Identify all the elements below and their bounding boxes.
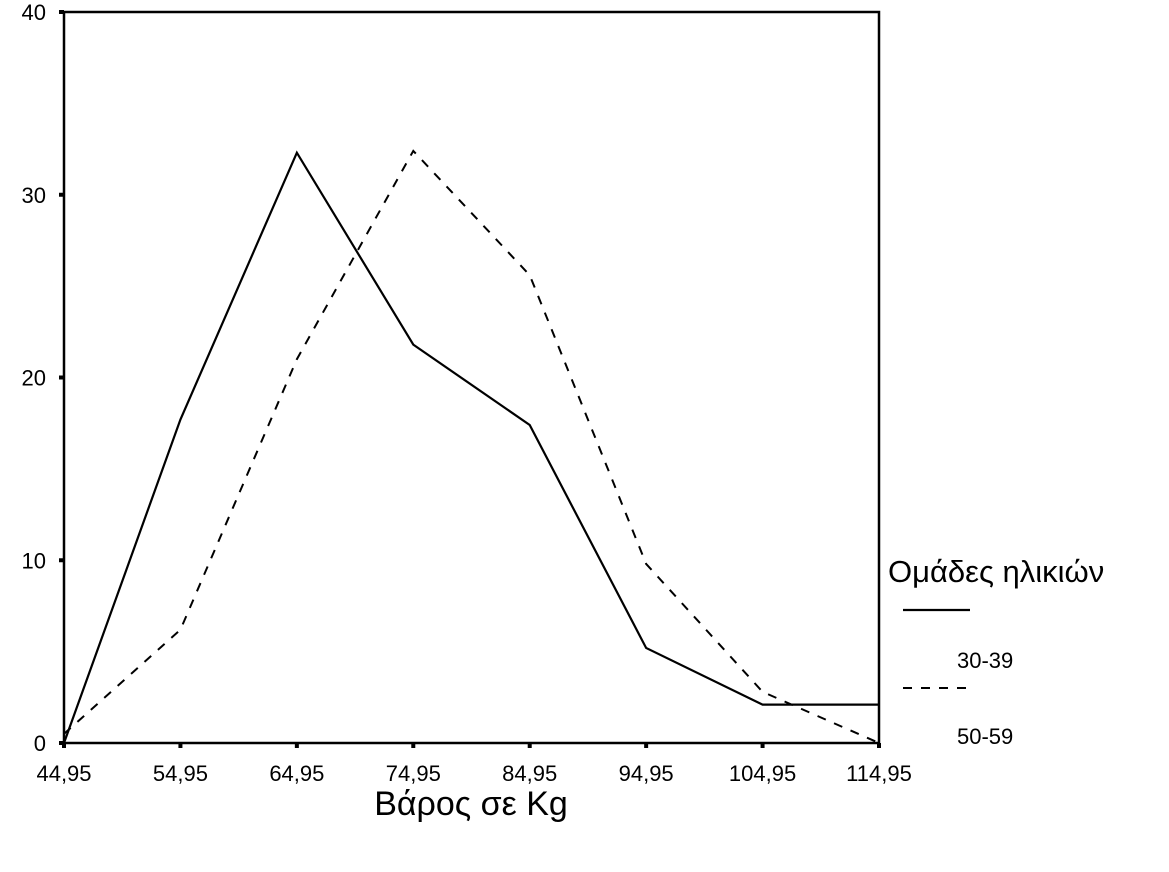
series-line-50-59: [63, 149, 880, 744]
y-tick-10: [59, 558, 64, 563]
x-tick-5: [644, 743, 649, 748]
x-axis-ticks: 44,95 54,95 64,95 74,95 84,95 94,95 104,95 114,…: [36, 743, 912, 786]
x-tick-label-3: 74,95: [386, 761, 441, 786]
x-tick-7: [877, 743, 881, 748]
x-tick-3: [411, 743, 416, 748]
legend-label-50-59: 50-59: [957, 724, 1013, 749]
point-30-39-5: [645, 647, 647, 649]
y-tick-label-10: 10: [22, 548, 46, 573]
x-tick-label-4: 84,95: [502, 761, 557, 786]
point-50-59-0: [63, 733, 65, 735]
y-tick-20: [59, 375, 64, 380]
x-tick-label-1: 54,95: [153, 761, 208, 786]
x-tick-label-2: 64,95: [269, 761, 324, 786]
y-tick-label-30: 30: [22, 183, 46, 208]
series-line-30-39: [62, 150, 879, 744]
legend: Ομάδες ηλικιών 30-39 50-59: [888, 554, 1104, 749]
point-50-59-2: [296, 358, 298, 360]
y-tick-30: [59, 192, 64, 197]
point-30-39-6: [762, 704, 764, 706]
point-30-39-7: [878, 704, 880, 706]
point-50-59-1: [180, 629, 182, 631]
point-30-39-1: [180, 419, 182, 421]
x-tick-0: [62, 743, 66, 748]
x-tick-label-6: 104,95: [729, 761, 796, 786]
y-tick-label-20: 20: [22, 366, 46, 391]
point-50-59-5: [645, 563, 647, 565]
y-tick-label-0: 0: [34, 731, 46, 756]
legend-label-30-39: 30-39: [957, 648, 1013, 673]
point-30-39-4: [529, 424, 531, 426]
x-tick-1: [178, 743, 183, 748]
x-tick-label-5: 94,95: [619, 761, 674, 786]
plot-frame: [62, 10, 881, 745]
point-50-59-3: [412, 150, 414, 152]
point-30-39-0: [63, 742, 65, 744]
point-30-39-3: [412, 344, 414, 346]
x-tick-4: [527, 743, 532, 748]
x-tick-label-0: 44,95: [36, 761, 91, 786]
legend-title: Ομάδες ηλικιών: [888, 554, 1104, 589]
x-tick-6: [760, 743, 765, 748]
y-tick-0: [59, 741, 64, 745]
point-30-39-2: [296, 152, 298, 154]
y-axis-ticks: 0 10 20 30 40: [22, 0, 64, 756]
series-layer: [62, 149, 880, 744]
point-50-59-4: [529, 274, 531, 276]
x-axis-title: Βάρος σε Kg: [374, 785, 568, 823]
point-50-59-7: [878, 742, 880, 744]
x-tick-2: [294, 743, 299, 748]
y-tick-label-40: 40: [22, 0, 46, 25]
point-50-59-6: [762, 691, 764, 693]
y-tick-40: [59, 10, 64, 14]
x-tick-label-7: 114,95: [846, 761, 912, 786]
